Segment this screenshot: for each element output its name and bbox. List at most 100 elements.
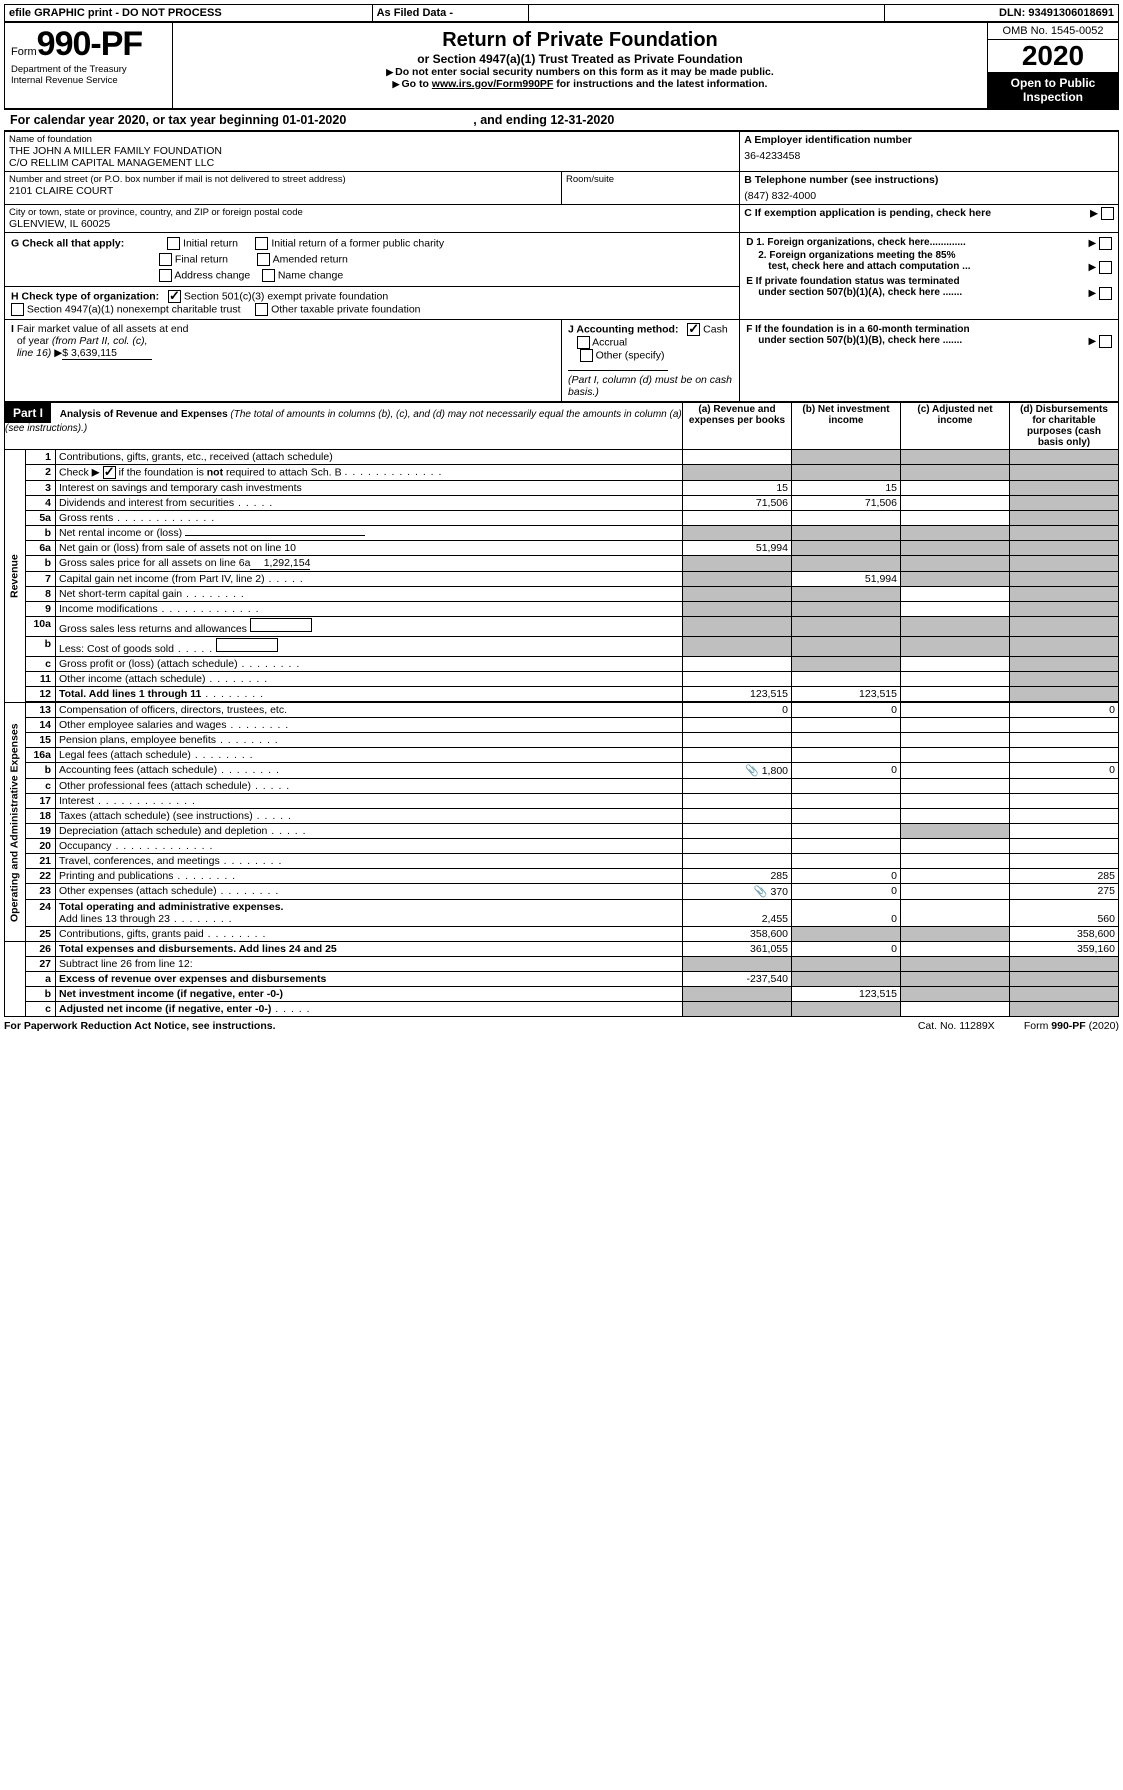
row-17: 17Interest — [5, 794, 1119, 809]
c-label: C If exemption application is pending, c… — [744, 207, 991, 219]
spacer — [528, 5, 884, 22]
row-7: 7 Capital gain net income (from Part IV,… — [5, 572, 1119, 587]
ein-label: A Employer identification number — [744, 134, 1114, 146]
g-final-checkbox[interactable] — [159, 253, 172, 266]
attachment-icon[interactable]: 📎 — [745, 765, 759, 777]
row-14: 14Other employee salaries and wages — [5, 718, 1119, 733]
schb-checkbox[interactable] — [103, 466, 116, 479]
d1-checkbox[interactable] — [1099, 237, 1112, 250]
g-initial-checkbox[interactable] — [167, 237, 180, 250]
phone-label: B Telephone number (see instructions) — [744, 174, 1114, 186]
f-checkbox[interactable] — [1099, 335, 1112, 348]
col-d-header: (d) Disbursements for charitable purpose… — [1010, 403, 1119, 450]
omb-number: OMB No. 1545-0052 — [988, 23, 1118, 40]
form-header: Form990-PF Department of the Treasury In… — [4, 22, 1119, 109]
row-5b: b Net rental income or (loss) — [5, 526, 1119, 541]
part1-label: Part I — [5, 403, 51, 423]
city-value: GLENVIEW, IL 60025 — [9, 218, 735, 230]
row-23: 23Other expenses (attach schedule) 📎 370… — [5, 884, 1119, 900]
col-b-header: (b) Net investment income — [792, 403, 901, 450]
row-10a: 10a Gross sales less returns and allowan… — [5, 617, 1119, 637]
h-label: H Check type of organization: — [11, 290, 159, 302]
addr-value: 2101 CLAIRE COURT — [9, 185, 557, 197]
i-value: $ 3,639,115 — [62, 347, 152, 360]
form-num: 990-PF — [37, 25, 143, 63]
col-a-header: (a) Revenue and expenses per books — [683, 403, 792, 450]
irs-link[interactable]: www.irs.gov/Form990PF — [432, 78, 554, 90]
room-label: Room/suite — [566, 174, 735, 185]
row-15: 15Pension plans, employee benefits — [5, 733, 1119, 748]
as-filed: As Filed Data - — [372, 5, 528, 22]
dept-line2: Internal Revenue Service — [11, 75, 166, 86]
j-cash-checkbox[interactable] — [687, 323, 700, 336]
addr-label: Number and street (or P.O. box number if… — [9, 174, 557, 185]
form-number: Form990-PF — [11, 25, 166, 64]
warn-2: Go to www.irs.gov/Form990PF for instruct… — [179, 78, 981, 90]
row-2: 2 Check ▶ if the foundation is not requi… — [5, 465, 1119, 481]
e-checkbox[interactable] — [1099, 287, 1112, 300]
row-8: 8 Net short-term capital gain — [5, 587, 1119, 602]
foundation-name-2: C/O RELLIM CAPITAL MANAGEMENT LLC — [9, 157, 735, 169]
d1-row: D 1. Foreign organizations, check here..… — [746, 237, 1112, 248]
g-label: G Check all that apply: — [11, 237, 124, 249]
g-address-checkbox[interactable] — [159, 269, 172, 282]
row-10c: c Gross profit or (loss) (attach schedul… — [5, 657, 1119, 672]
row-16c: cOther professional fees (attach schedul… — [5, 779, 1119, 794]
warn-1: Do not enter social security numbers on … — [179, 66, 981, 78]
col-c-header: (c) Adjusted net income — [901, 403, 1010, 450]
expenses-side-label: Operating and Administrative Expenses — [5, 703, 26, 942]
dln: DLN: 93491306018691 — [885, 5, 1119, 22]
row-22: 22Printing and publications 2850285 — [5, 869, 1119, 884]
top-bar: efile GRAPHIC print - DO NOT PROCESS As … — [4, 4, 1119, 22]
page-footer: For Paperwork Reduction Act Notice, see … — [4, 1017, 1119, 1032]
j-label: J Accounting method: — [568, 323, 678, 335]
foundation-name-1: THE JOHN A MILLER FAMILY FOUNDATION — [9, 145, 735, 157]
row-10b: b Less: Cost of goods sold — [5, 637, 1119, 657]
g-amended-checkbox[interactable] — [257, 253, 270, 266]
form-prefix: Form — [11, 46, 37, 58]
row-18: 18Taxes (attach schedule) (see instructi… — [5, 809, 1119, 824]
i-label: I — [11, 323, 14, 335]
row-26: 26 Total expenses and disbursements. Add… — [5, 942, 1119, 957]
row-6b: b Gross sales price for all assets on li… — [5, 556, 1119, 572]
row-9: 9 Income modifications — [5, 602, 1119, 617]
city-label: City or town, state or province, country… — [9, 207, 735, 218]
attachment-icon[interactable]: 📎 — [754, 886, 768, 898]
g-name-checkbox[interactable] — [262, 269, 275, 282]
footer-left: For Paperwork Reduction Act Notice, see … — [4, 1020, 276, 1032]
row-11: 11 Other income (attach schedule) — [5, 672, 1119, 687]
h-4947-checkbox[interactable] — [11, 303, 24, 316]
row-4: 4 Dividends and interest from securities… — [5, 496, 1119, 511]
row-5a: 5a Gross rents — [5, 511, 1119, 526]
open-public: Open to Public Inspection — [988, 72, 1118, 108]
j-accrual-checkbox[interactable] — [577, 336, 590, 349]
row-24: 24 Total operating and administrative ex… — [5, 900, 1119, 927]
d2-checkbox[interactable] — [1099, 261, 1112, 274]
id-block: Name of foundation THE JOHN A MILLER FAM… — [4, 131, 1119, 402]
j-other-checkbox[interactable] — [580, 349, 593, 362]
row-27c: cAdjusted net income (if negative, enter… — [5, 1002, 1119, 1017]
ein-value: 36-4233458 — [744, 146, 1114, 162]
efile-notice: efile GRAPHIC print - DO NOT PROCESS — [5, 5, 373, 22]
form-subtitle: or Section 4947(a)(1) Trust Treated as P… — [179, 52, 981, 66]
row-13: Operating and Administrative Expenses 13… — [5, 703, 1119, 718]
dept-line1: Department of the Treasury — [11, 64, 166, 75]
form-title: Return of Private Foundation — [179, 29, 981, 52]
row-27b: bNet investment income (if negative, ent… — [5, 987, 1119, 1002]
row-3: 3 Interest on savings and temporary cash… — [5, 481, 1119, 496]
part1-table: Part I Analysis of Revenue and Expenses … — [4, 402, 1119, 1017]
revenue-side-label: Revenue — [5, 450, 26, 703]
tax-year: 2020 — [988, 40, 1118, 72]
row-12: 12 Total. Add lines 1 through 11 123,515… — [5, 687, 1119, 702]
row-25: 25Contributions, gifts, grants paid 358,… — [5, 927, 1119, 942]
h-501c3-checkbox[interactable] — [168, 290, 181, 303]
j-note: (Part I, column (d) must be on cash basi… — [568, 374, 732, 398]
h-other-checkbox[interactable] — [255, 303, 268, 316]
name-label: Name of foundation — [9, 134, 735, 145]
c-checkbox[interactable] — [1101, 207, 1114, 220]
row-20: 20Occupancy — [5, 839, 1119, 854]
g-initial-former-checkbox[interactable] — [255, 237, 268, 250]
row-6a: 6a Net gain or (loss) from sale of asset… — [5, 541, 1119, 556]
row-27: 27Subtract line 26 from line 12: — [5, 957, 1119, 972]
row-21: 21Travel, conferences, and meetings — [5, 854, 1119, 869]
